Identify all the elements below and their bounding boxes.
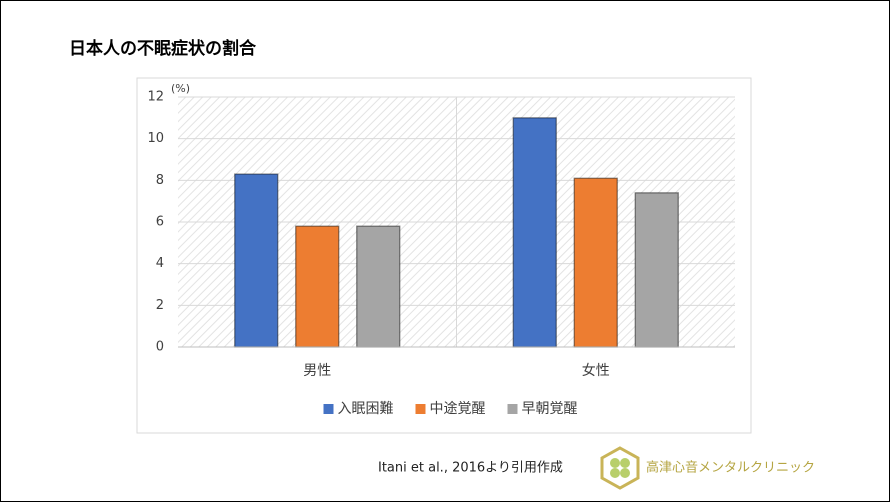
- y-tick-label: 4: [156, 256, 164, 271]
- bar: [234, 173, 279, 348]
- y-tick-label: 0: [156, 340, 164, 355]
- legend-label: 入眠困難: [338, 401, 394, 417]
- bar: [356, 225, 401, 348]
- legend-label: 中途覚醒: [430, 400, 486, 417]
- citation: Itani et al., 2016より引用作成: [378, 461, 563, 476]
- bar: [573, 177, 618, 348]
- y-unit: (%): [171, 82, 190, 95]
- y-tick-label: 8: [156, 173, 164, 188]
- x-tick-label: 女性: [582, 362, 610, 379]
- legend-label: 早朝覚醒: [522, 401, 578, 417]
- legend-swatch: [507, 404, 518, 414]
- clinic-logo: [600, 446, 640, 490]
- y-tick-label: 12: [147, 90, 164, 105]
- y-tick-label: 2: [156, 298, 164, 313]
- bar: [634, 192, 679, 348]
- y-tick-label: 10: [147, 131, 164, 146]
- legend-swatch: [323, 404, 334, 414]
- y-tick-label: 6: [156, 215, 164, 230]
- bar: [512, 117, 557, 348]
- legend-swatch: [415, 404, 426, 414]
- clinic-name: 高津心音メンタルクリニック: [646, 460, 815, 476]
- x-tick-label: 男性: [303, 363, 331, 379]
- bar: [295, 225, 340, 348]
- chart-title: 日本人の不眠症状の割合: [69, 38, 257, 59]
